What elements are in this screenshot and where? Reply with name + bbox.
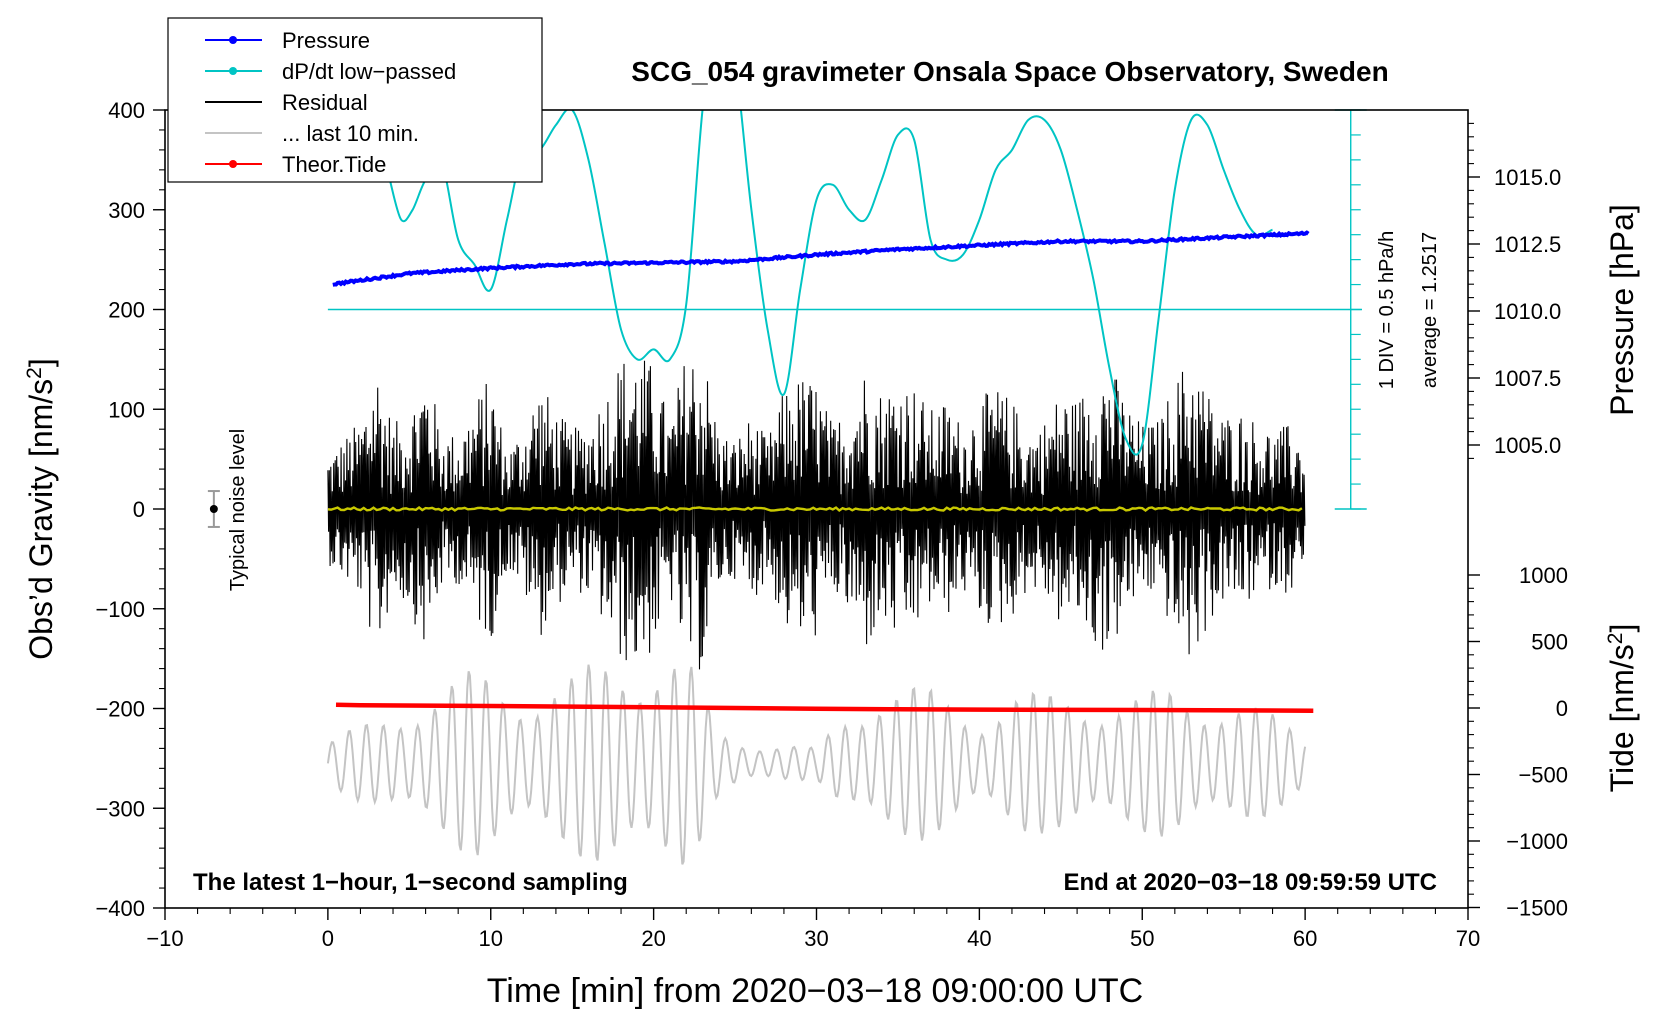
- tide-tick-label: 0: [1556, 696, 1568, 721]
- last-10-min-line: [326, 664, 1307, 865]
- tide-tick-label: −1500: [1506, 896, 1568, 921]
- axes: −10 0 10 20 30 40 50 60 704003002001000−100−200−…: [95, 98, 1568, 951]
- y-tick-label: −100: [95, 597, 145, 622]
- y-axis-label-left-sup: 2: [23, 367, 46, 379]
- div-label: 1 DIV = 0.5 hPa/h: [1376, 231, 1398, 389]
- legend: Pressure dP/dt low−passed Residual ... last…: [167, 17, 543, 183]
- y-axis-label-tide-text: Tide [nm/s: [1604, 644, 1640, 792]
- y-tick-label: −400: [95, 896, 145, 921]
- tide-tick-label: −500: [1518, 763, 1568, 788]
- pressure-line: [332, 230, 1310, 287]
- y-axis-label-tide: Tide [nm/s2]: [1604, 624, 1641, 793]
- y-axis-label-pressure: Pressure [hPa]: [1604, 204, 1640, 416]
- x-tick-label: −10: [146, 926, 183, 951]
- chart-title: SCG_054 gravimeter Onsala Space Observat…: [631, 56, 1388, 87]
- noise-level-marker: [207, 490, 220, 528]
- pressure-tick-label: 1012.5: [1494, 232, 1561, 257]
- legend-label-4: Theor.Tide: [282, 152, 386, 177]
- legend-label-3: ... last 10 min.: [282, 121, 419, 146]
- x-tick-label: 0: [322, 926, 334, 951]
- legend-marker-0: [229, 36, 237, 44]
- legend-label-2: Residual: [282, 90, 368, 115]
- pressure-tick-label: 1007.5: [1494, 366, 1561, 391]
- x-tick-label: 40: [967, 926, 991, 951]
- x-tick-label: 70: [1456, 926, 1480, 951]
- residual-series: [327, 360, 1306, 670]
- y-tick-label: −200: [95, 697, 145, 722]
- x-tick-label: 30: [804, 926, 828, 951]
- y-axis-label-left-text: Obs’d Gravity [nm/s: [23, 379, 59, 660]
- y-tick-label: 100: [108, 397, 145, 422]
- y-tick-label: 0: [133, 497, 145, 522]
- pressure-tick-label: 1005.0: [1494, 433, 1561, 458]
- y-tick-label: −300: [95, 796, 145, 821]
- tide-tick-label: 1000: [1519, 563, 1568, 588]
- noise-point: [209, 505, 218, 513]
- end-time-annotation: End at 2020−03−18 09:59:59 UTC: [1063, 869, 1437, 896]
- pressure-series: [332, 230, 1310, 287]
- x-tick-label: 10: [479, 926, 503, 951]
- pressure-tick-label: 1015.0: [1494, 165, 1561, 190]
- legend-label-0: Pressure: [282, 28, 370, 53]
- tide-line: [335, 702, 1314, 713]
- x-tick-label: 50: [1130, 926, 1154, 951]
- x-tick-label: 60: [1293, 926, 1317, 951]
- residual-line: [327, 360, 1306, 670]
- legend-box: [167, 17, 543, 183]
- legend-marker-4: [229, 160, 237, 168]
- sampling-annotation: The latest 1−hour, 1−second sampling: [193, 869, 628, 896]
- y-axis-label-tide-close: ]: [1604, 624, 1640, 633]
- tide-tick-label: 500: [1531, 630, 1568, 655]
- legend-marker-1: [229, 67, 237, 75]
- y-tick-label: 300: [108, 198, 145, 223]
- yellow-trace-line: [327, 505, 1303, 513]
- pressure-tick-label: 1010.0: [1494, 299, 1561, 324]
- noise-level-label: Typical noise level: [227, 429, 249, 591]
- y-tick-label: 400: [108, 98, 145, 123]
- y-axis-label-left-close: ]: [23, 358, 59, 367]
- yellow-trace-series: [327, 505, 1303, 513]
- legend-label-1: dP/dt low−passed: [282, 59, 456, 84]
- average-label: average = 1.2517: [1419, 232, 1441, 388]
- last-10-min-series: [326, 664, 1307, 865]
- x-tick-label: 20: [641, 926, 665, 951]
- tide-series: [335, 702, 1314, 713]
- tide-tick-label: −1000: [1506, 829, 1568, 854]
- y-axis-label-left: Obs’d Gravity [nm/s2]: [23, 358, 60, 660]
- y-axis-label-tide-sup: 2: [1604, 633, 1627, 645]
- y-tick-label: 200: [108, 298, 145, 323]
- x-axis-label: Time [min] from 2020−03−18 09:00:00 UTC: [487, 972, 1143, 1010]
